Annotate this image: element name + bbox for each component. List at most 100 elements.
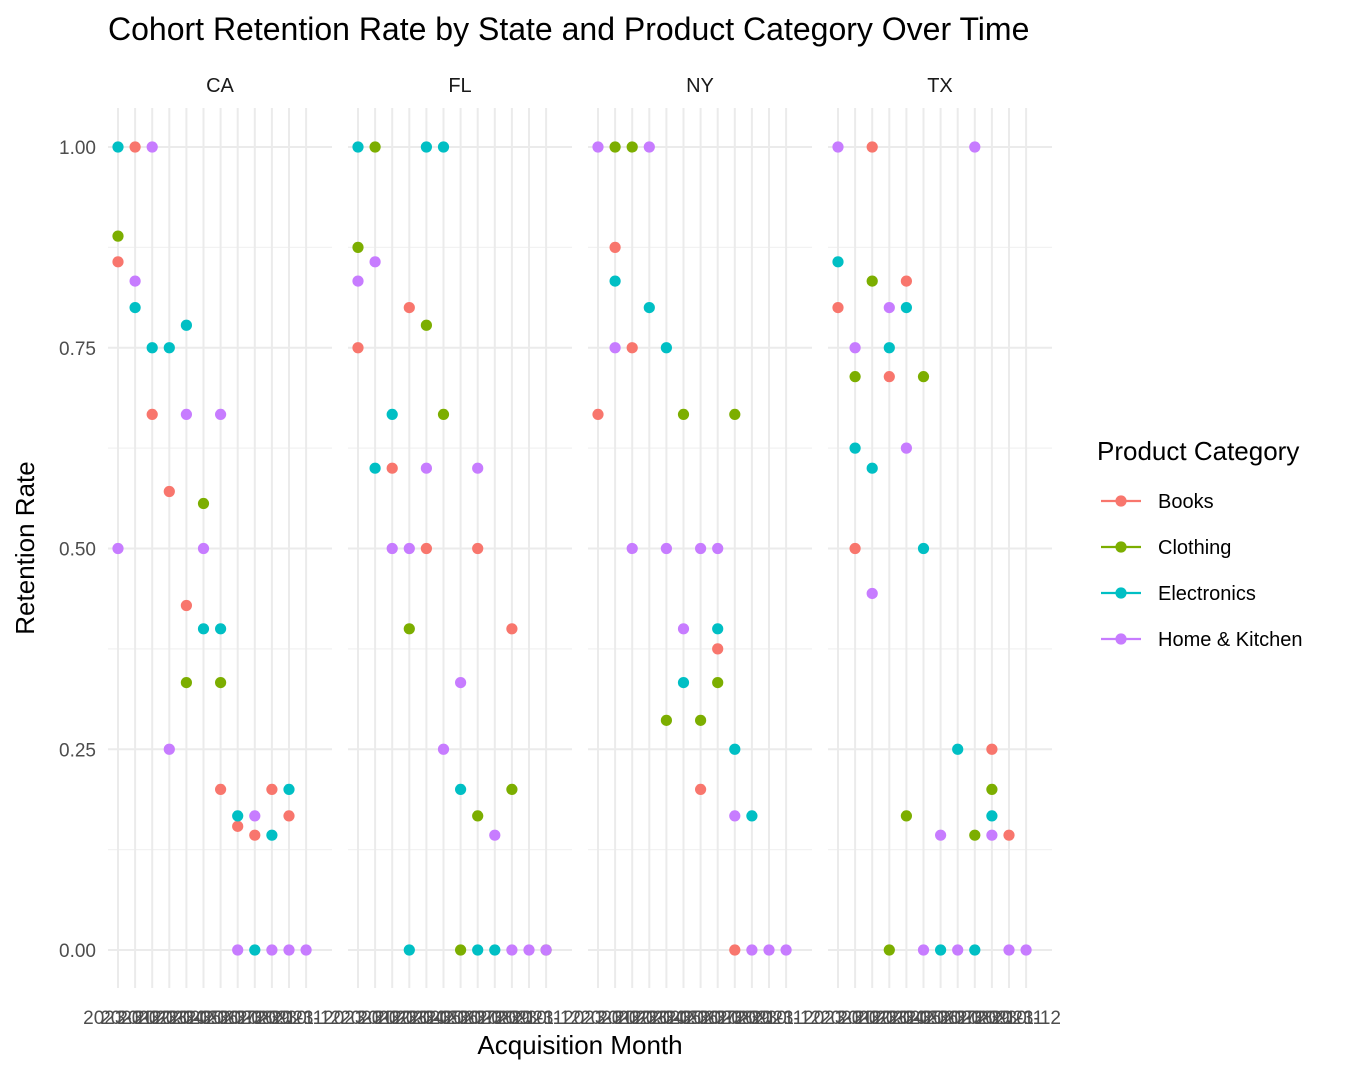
point-clothing-ny [695,714,707,726]
point-home-kitchen-ny [626,542,638,555]
point-home-kitchen-tx [832,141,844,153]
point-home-kitchen-ca [129,275,141,287]
point-clothing-tx [969,829,981,841]
point-home-kitchen-ny [729,810,741,822]
point-home-kitchen-tx [1003,944,1015,956]
point-books-ca [163,485,175,498]
y-axis: 0.00 0.25 0.50 0.75 1.00 [59,138,96,962]
point-books-ny [729,944,741,956]
point-home-kitchen-tx [1020,944,1032,956]
x-tick-label: 2023-01 [323,1008,393,1029]
x-axis-title: Acquisition Month [477,1030,682,1060]
x-tick-label: 2023-06 [649,1008,719,1029]
point-home-kitchen-tx [952,944,964,956]
point-books-ca [266,783,278,796]
point-electronics-tx [832,256,844,268]
point-home-kitchen-ca [197,542,210,555]
x-tick-label: 2023-11 [495,1008,563,1029]
point-electronics-fl [455,783,467,796]
point-clothing-ny [677,408,690,420]
point-home-kitchen-ca [266,944,278,956]
point-books-fl [506,623,518,635]
y-tick-label: 0.50 [59,540,96,561]
point-electronics-tx [917,542,930,555]
point-electronics-ny [643,302,655,314]
legend-item: Electronics [1101,583,1256,605]
point-electronics-fl [403,944,415,956]
y-tick-label: 1.00 [59,138,96,159]
point-electronics-tx [969,944,981,956]
facet-label: TX [927,75,953,97]
legend-key-point [1115,587,1127,599]
legend-label: Home & Kitchen [1158,629,1303,651]
x-tick-label: 2023-04 [134,1008,204,1029]
point-books-tx [866,141,878,153]
point-home-kitchen-ca [283,944,295,956]
point-books-ca [129,141,141,153]
x-tick-label: 2023-10 [717,1008,787,1029]
point-clothing-tx [917,371,930,383]
point-books-ca [215,783,227,796]
point-clothing-ca [197,497,210,510]
point-home-kitchen-fl [420,462,432,474]
point-books-ca [283,810,295,822]
point-books-ny [592,408,604,420]
point-home-kitchen-ny [660,542,673,555]
point-books-tx [986,743,998,755]
legend-item: Books [1101,491,1214,513]
point-home-kitchen-fl [472,462,484,474]
point-books-ca [146,408,158,420]
point-clothing-fl [352,241,364,253]
x-tick-label: 2023-05 [872,1008,942,1029]
point-clothing-ny [609,141,621,153]
point-home-kitchen-ny [712,542,724,555]
point-home-kitchen-ny [695,542,707,555]
point-electronics-ca [197,623,210,635]
x-tick-label: 2023-08 [683,1008,753,1029]
point-books-ca [249,829,261,841]
point-clothing-ca [215,677,227,689]
point-clothing-ca [180,677,192,689]
x-tick-label: 2023-01 [563,1008,633,1029]
point-books-fl [352,342,364,354]
point-electronics-fl [437,141,450,153]
point-clothing-ny [712,677,724,689]
point-clothing-fl [472,810,484,822]
legend-item: Clothing [1101,537,1231,559]
x-tick-label: 2023-07 [426,1008,496,1029]
x-tick-label: 2023-10 [237,1008,307,1029]
point-home-kitchen-fl [455,677,467,689]
y-tick-label: 0.25 [59,740,96,761]
point-books-ny [626,342,638,354]
facet-label: NY [686,75,714,97]
point-books-fl [472,542,484,555]
point-home-kitchen-ca [215,408,227,420]
point-books-tx [832,302,844,314]
x-tick-label: 2023-11 [735,1008,803,1029]
point-clothing-fl [437,408,450,420]
point-home-kitchen-fl [386,542,398,555]
point-home-kitchen-tx [917,944,930,956]
x-tick-label: 2023-07 [906,1008,976,1029]
x-tick-label: 2023-09 [220,1008,290,1029]
point-home-kitchen-fl [506,944,518,956]
point-home-kitchen-ny [592,141,604,153]
x-tick-label: 2023-08 [443,1008,513,1029]
x-tick-label: 2023-05 [152,1008,222,1029]
point-clothing-tx [849,371,861,383]
x-tick-label: 2023-04 [374,1008,444,1029]
point-home-kitchen-ca [146,141,158,153]
x-tick-label: 2023-02 [580,1008,650,1029]
x-tick-label: 2023-07 [186,1008,256,1029]
point-electronics-ny [746,810,758,822]
x-tick-label: 2023-07 [666,1008,736,1029]
point-home-kitchen-tx [935,829,947,841]
legend-key-point [1115,633,1127,645]
point-home-kitchen-fl [523,944,535,956]
point-electronics-ny [677,677,690,689]
point-electronics-ca [232,810,244,822]
point-home-kitchen-fl [369,256,381,268]
x-tick-label: 2023-12 [511,1008,581,1029]
point-clothing-fl [369,141,381,153]
x-tick-label: 2023-09 [940,1008,1010,1029]
